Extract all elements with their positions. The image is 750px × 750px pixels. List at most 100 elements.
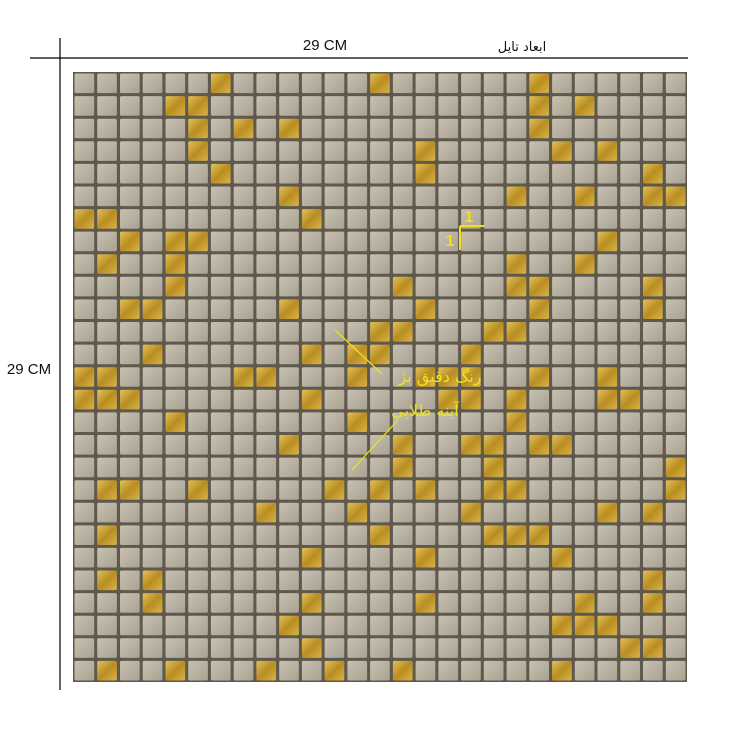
beige-tile — [74, 457, 95, 478]
beige-tile — [120, 525, 140, 545]
beige-tile — [142, 412, 163, 432]
gold-tile — [620, 638, 640, 658]
beige-tile — [574, 322, 595, 342]
beige-tile — [506, 570, 527, 591]
beige-tile — [301, 254, 322, 274]
beige-tile — [97, 141, 117, 161]
beige-tile — [142, 276, 163, 297]
beige-tile — [665, 163, 686, 184]
beige-tile — [461, 96, 481, 116]
beige-tile — [461, 299, 481, 319]
beige-tile — [574, 570, 595, 591]
beige-tile — [347, 457, 368, 478]
beige-tile — [324, 412, 345, 432]
beige-tile — [529, 231, 549, 252]
beige-tile — [233, 389, 254, 410]
gold-tile — [256, 367, 277, 387]
beige-tile — [188, 389, 208, 410]
beige-tile — [438, 254, 459, 274]
beige-tile — [256, 96, 277, 116]
gold-tile — [74, 367, 95, 387]
gold-tile — [597, 141, 618, 161]
gold-tile — [97, 480, 117, 500]
annotation-line: آینه طلایی — [391, 401, 460, 420]
beige-tile — [506, 73, 527, 94]
beige-tile — [597, 209, 618, 229]
gold-tile — [279, 435, 299, 455]
beige-tile — [552, 457, 572, 478]
beige-tile — [415, 118, 436, 139]
beige-tile — [552, 344, 572, 365]
gold-tile — [74, 389, 95, 410]
beige-tile — [210, 96, 231, 116]
beige-tile — [165, 322, 186, 342]
beige-tile — [210, 209, 231, 229]
beige-tile — [301, 118, 322, 139]
beige-tile — [188, 547, 208, 568]
beige-tile — [324, 367, 345, 387]
beige-tile — [324, 231, 345, 252]
beige-tile — [620, 209, 640, 229]
beige-tile — [665, 276, 686, 297]
beige-tile — [142, 73, 163, 94]
beige-tile — [233, 525, 254, 545]
beige-tile — [279, 412, 299, 432]
gold-tile — [165, 276, 186, 297]
gold-tile — [529, 435, 549, 455]
beige-tile — [483, 186, 504, 207]
beige-tile — [233, 435, 254, 455]
beige-tile — [552, 638, 572, 658]
gold-tile — [370, 322, 390, 342]
beige-tile — [620, 73, 640, 94]
beige-tile — [665, 660, 686, 681]
beige-tile — [415, 457, 436, 478]
beige-tile — [142, 615, 163, 636]
beige-tile — [392, 163, 413, 184]
beige-tile — [165, 593, 186, 613]
beige-tile — [165, 118, 186, 139]
beige-tile — [97, 615, 117, 636]
beige-tile — [210, 299, 231, 319]
beige-tile — [279, 593, 299, 613]
gold-tile — [483, 480, 504, 500]
beige-tile — [279, 141, 299, 161]
beige-tile — [142, 231, 163, 252]
beige-tile — [438, 209, 459, 229]
beige-tile — [324, 141, 345, 161]
beige-tile — [665, 141, 686, 161]
beige-tile — [347, 389, 368, 410]
beige-tile — [279, 367, 299, 387]
width-label: 29 CM — [303, 37, 347, 54]
beige-tile — [142, 525, 163, 545]
beige-tile — [279, 276, 299, 297]
beige-tile — [165, 435, 186, 455]
beige-tile — [643, 254, 663, 274]
gold-tile — [165, 660, 186, 681]
beige-tile — [620, 593, 640, 613]
beige-tile — [74, 412, 95, 432]
beige-tile — [529, 141, 549, 161]
gold-tile — [165, 412, 186, 432]
gold-tile — [120, 389, 140, 410]
gold-tile — [597, 502, 618, 523]
beige-tile — [347, 480, 368, 500]
beige-tile — [210, 186, 231, 207]
gold-tile — [597, 389, 618, 410]
beige-tile — [574, 412, 595, 432]
beige-tile — [188, 276, 208, 297]
beige-tile — [279, 322, 299, 342]
beige-tile — [370, 209, 390, 229]
beige-tile — [142, 96, 163, 116]
beige-tile — [552, 322, 572, 342]
beige-tile — [120, 638, 140, 658]
gold-tile — [142, 593, 163, 613]
beige-tile — [301, 615, 322, 636]
beige-tile — [529, 389, 549, 410]
beige-tile — [415, 570, 436, 591]
beige-tile — [597, 73, 618, 94]
beige-tile — [120, 570, 140, 591]
beige-tile — [74, 547, 95, 568]
beige-tile — [665, 322, 686, 342]
beige-tile — [483, 209, 504, 229]
beige-tile — [210, 457, 231, 478]
